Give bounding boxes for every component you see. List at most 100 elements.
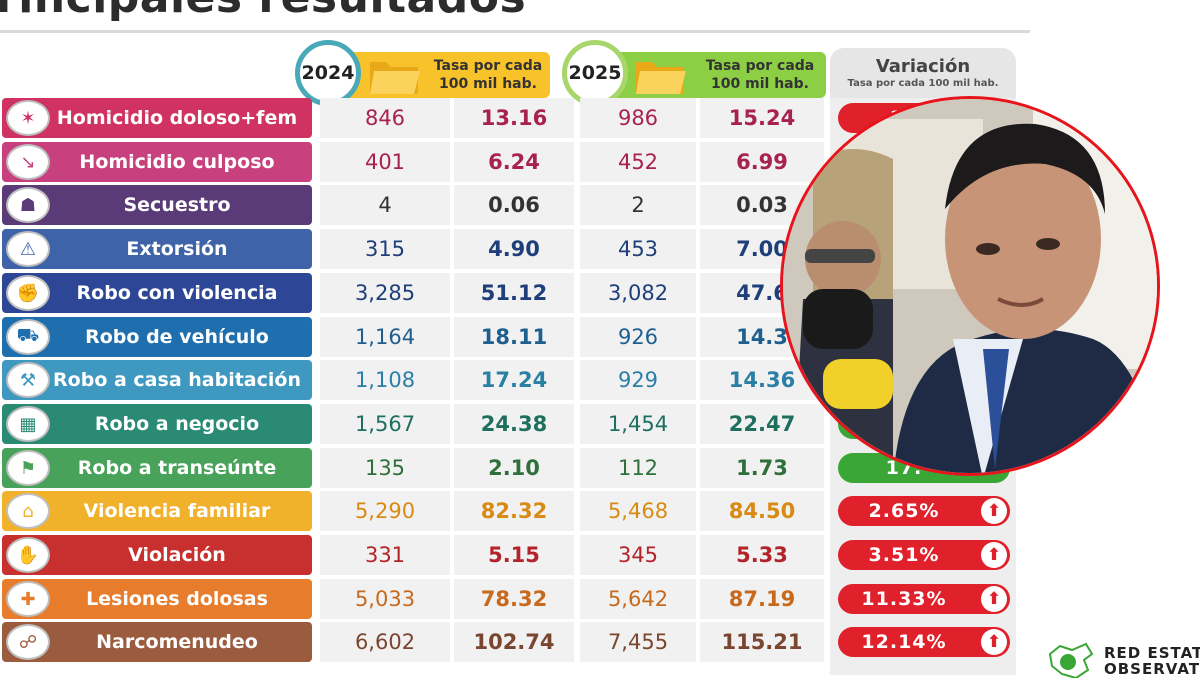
- injury-icon: ✚: [6, 581, 50, 617]
- rate-label-2024-line1: Tasa por cada: [433, 58, 543, 74]
- table-row: ✋ Violación 331 5.15 345 5.33: [0, 535, 830, 575]
- table-row: ✚ Lesiones dolosas 5,033 78.32 5,642 87.19: [0, 579, 830, 619]
- crime-label: ☍ Narcomenudeo: [2, 622, 312, 662]
- rate-label-2025: Tasa por cada 100 mil hab.: [698, 57, 822, 93]
- brand-line-2: OBSERVAT: [1104, 660, 1200, 678]
- crime-label: ✊ Robo con violencia: [2, 273, 312, 313]
- crime-label-text: Robo a casa habitación: [53, 369, 301, 391]
- crime-label-text: Violencia familiar: [83, 500, 271, 522]
- crime-label: ▦ Robo a negocio: [2, 404, 312, 444]
- variation-value: 3.51%: [868, 544, 940, 566]
- hand-stop-icon: ✋: [6, 537, 50, 573]
- cell-r2025: 87.19: [700, 579, 824, 619]
- cell-c2025: 3,082: [580, 273, 696, 313]
- crime-label-text: Extorsión: [126, 238, 228, 260]
- cell-c2025: 5,468: [580, 491, 696, 531]
- table-row: ▦ Robo a negocio 1,567 24.38 1,454 22.47: [0, 404, 830, 444]
- cell-c2024: 135: [320, 448, 450, 488]
- cell-c2024: 4: [320, 185, 450, 225]
- cell-r2024: 5.15: [454, 535, 574, 575]
- speaker-photo: [780, 96, 1160, 476]
- store-icon: ▦: [6, 406, 50, 442]
- family-icon: ⌂: [6, 493, 50, 529]
- cell-c2025: 5,642: [580, 579, 696, 619]
- variation-badge: 2.65% ⬆: [838, 496, 1010, 526]
- cell-r2024: 13.16: [454, 98, 574, 138]
- variation-header: Variación Tasa por cada 100 mil hab.: [830, 48, 1016, 98]
- cell-r2024: 17.24: [454, 360, 574, 400]
- cell-r2024: 78.32: [454, 579, 574, 619]
- crime-label-text: Robo a negocio: [94, 413, 260, 435]
- variation-value: 2.65%: [868, 500, 940, 522]
- cell-r2025: 5.33: [700, 535, 824, 575]
- brand-logo: RED ESTAT OBSERVAT: [1046, 640, 1200, 680]
- cell-c2024: 6,602: [320, 622, 450, 662]
- crime-label: ⚑ Robo a transeúnte: [2, 448, 312, 488]
- crime-label: ✶ Homicidio doloso+fem: [2, 98, 312, 138]
- cell-r2024: 18.11: [454, 317, 574, 357]
- crime-label-text: Robo de vehículo: [85, 326, 269, 348]
- crime-label-text: Robo a transeúnte: [77, 457, 277, 479]
- year-badge-2025: 2025: [562, 40, 628, 106]
- cell-r2024: 6.24: [454, 142, 574, 182]
- cell-r2025: 15.24: [700, 98, 824, 138]
- cell-c2024: 1,164: [320, 317, 450, 357]
- variation-value: 12.14%: [861, 631, 947, 653]
- car-icon: ⛟: [6, 319, 50, 355]
- cell-c2025: 926: [580, 317, 696, 357]
- arrow-up-icon: ⬆: [981, 586, 1007, 612]
- cell-c2024: 331: [320, 535, 450, 575]
- assault-icon: ✊: [6, 275, 50, 311]
- rate-label-2025-line1: Tasa por cada: [705, 58, 815, 74]
- header-2024-bar: [330, 52, 550, 98]
- cell-c2024: 1,108: [320, 360, 450, 400]
- table-row: ☗ Secuestro 4 0.06 2 0.03: [0, 185, 830, 225]
- cell-r2024: 2.10: [454, 448, 574, 488]
- table-row: ⚠ Extorsión 315 4.90 453 7.00: [0, 229, 830, 269]
- rate-label-2024-line2: 100 mil hab.: [439, 76, 537, 92]
- cell-c2024: 5,033: [320, 579, 450, 619]
- cell-r2024: 51.12: [454, 273, 574, 313]
- table-row: ⚒ Robo a casa habitación 1,108 17.24 929 14.3…: [0, 360, 830, 400]
- crime-label-text: Lesiones dolosas: [86, 588, 268, 610]
- crime-label-text: Violación: [128, 544, 226, 566]
- variation-subtitle: Tasa por cada 100 mil hab.: [847, 78, 999, 89]
- cell-r2024: 24.38: [454, 404, 574, 444]
- map-logo-icon: [1048, 642, 1094, 680]
- folder-icon: [370, 62, 420, 94]
- cell-r2025: 1.73: [700, 448, 824, 488]
- crime-label: ✚ Lesiones dolosas: [2, 579, 312, 619]
- crime-label: ☗ Secuestro: [2, 185, 312, 225]
- dealer-icon: ☍: [6, 624, 50, 660]
- cell-c2025: 112: [580, 448, 696, 488]
- title-divider: [0, 30, 1030, 33]
- variation-title: Variación: [875, 56, 971, 77]
- cell-c2025: 345: [580, 535, 696, 575]
- cell-c2024: 401: [320, 142, 450, 182]
- cell-c2025: 453: [580, 229, 696, 269]
- rate-label-2024: Tasa por cada 100 mil hab.: [426, 57, 550, 93]
- crime-label: ⚒ Robo a casa habitación: [2, 360, 312, 400]
- crime-label-text: Homicidio culposo: [79, 151, 275, 173]
- arrow-up-icon: ⬆: [981, 498, 1007, 524]
- rate-label-2025-line2: 100 mil hab.: [711, 76, 809, 92]
- cell-r2025: 6.99: [700, 142, 824, 182]
- table-row: ↘ Homicidio culposo 401 6.24 452 6.99: [0, 142, 830, 182]
- pedestrian-icon: ⚑: [6, 450, 50, 486]
- threat-icon: ⚠: [6, 231, 50, 267]
- variation-badge: 11.33% ⬆: [838, 584, 1010, 614]
- victim-icon: ✶: [6, 100, 50, 136]
- cell-c2024: 1,567: [320, 404, 450, 444]
- table-row: ⌂ Violencia familiar 5,290 82.32 5,468 84.50: [0, 491, 830, 531]
- cell-r2025: 115.21: [700, 622, 824, 662]
- cell-r2025: 22.47: [700, 404, 824, 444]
- crime-label-text: Robo con violencia: [76, 282, 278, 304]
- crime-label: ⚠ Extorsión: [2, 229, 312, 269]
- cell-c2024: 846: [320, 98, 450, 138]
- cell-r2025: 84.50: [700, 491, 824, 531]
- variation-badge: 3.51% ⬆: [838, 540, 1010, 570]
- arrow-up-icon: ⬆: [981, 629, 1007, 655]
- cell-c2025: 1,454: [580, 404, 696, 444]
- crime-label-text: Narcomenudeo: [96, 631, 258, 653]
- cell-c2024: 5,290: [320, 491, 450, 531]
